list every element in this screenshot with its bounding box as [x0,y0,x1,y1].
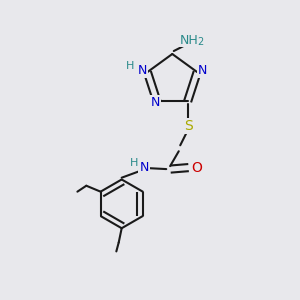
Text: O: O [191,160,202,175]
Text: 2: 2 [197,38,203,47]
Text: NH: NH [180,34,199,47]
Text: S: S [184,119,193,133]
Text: H: H [126,61,134,70]
Text: N: N [198,64,207,77]
Text: H: H [130,158,139,168]
Text: N: N [137,64,147,77]
Text: N: N [151,96,160,109]
Text: N: N [139,161,149,174]
